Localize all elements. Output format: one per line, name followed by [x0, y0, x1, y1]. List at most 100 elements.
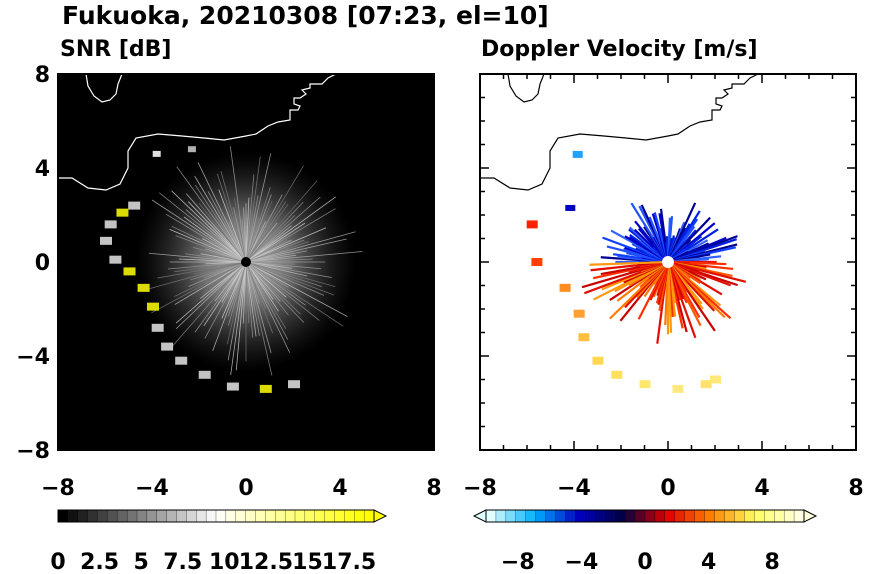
- doppler-colorbar-tick-label: 0: [637, 550, 652, 570]
- doppler-colorbar-segment: [754, 509, 765, 523]
- doppler-colorbar-segment: [555, 509, 567, 523]
- doppler-colorbar: −8 −4 0 4 8: [472, 509, 818, 574]
- snr-ray: [169, 228, 247, 263]
- snr-ray: [221, 261, 247, 319]
- snr-clutter-cell: [187, 146, 196, 153]
- snr-ray: [245, 239, 305, 263]
- snr-ray: [245, 261, 308, 277]
- snr-colorbar-max-arrow: [373, 509, 388, 523]
- doppler-x-tick-label: −4: [557, 476, 591, 501]
- snr-ray: [245, 261, 323, 288]
- snr-ray: [245, 261, 301, 315]
- snr-colorbar-segment: [215, 509, 227, 523]
- snr-ray: [245, 156, 261, 263]
- coastline-path: [507, 74, 545, 103]
- doppler-colorbar-segment: [624, 509, 636, 523]
- snr-ray: [157, 261, 247, 279]
- doppler-clutter-cell: [592, 356, 604, 365]
- doppler-clutter-cell: [565, 204, 576, 211]
- snr-x-tick-label: 8: [426, 476, 441, 501]
- doppler-colorbar-segment: [515, 509, 527, 523]
- snr-ray: [174, 261, 247, 305]
- snr-colorbar-segment: [97, 509, 109, 523]
- doppler-colorbar-segment: [565, 509, 577, 523]
- snr-colorbar-segment: [57, 509, 69, 523]
- snr-ray: [245, 261, 289, 340]
- snr-ray: [245, 197, 250, 263]
- snr-ray: [245, 194, 283, 263]
- snr-ray: [245, 250, 308, 263]
- doppler-panel: Doppler Velocity [m/s] −8 −4 0 4 8 −8 −4 0 4 8: [463, 37, 864, 574]
- snr-ray: [192, 247, 247, 263]
- snr-colorbar-segment: [304, 509, 316, 523]
- doppler-x-tick-label: 8: [848, 476, 863, 501]
- snr-x-tick-label: 4: [332, 476, 347, 501]
- doppler-clutter-cell: [672, 384, 684, 393]
- snr-colorbar-segment: [117, 509, 128, 523]
- snr-ray: [245, 261, 291, 353]
- snr-colorbar: 0 2.5 5 7.5 10 12.5 15 17.5: [50, 509, 388, 574]
- snr-colorbar-segment: [67, 509, 79, 523]
- snr-clutter-cell: [123, 267, 136, 276]
- snr-ray: [245, 261, 254, 338]
- snr-ray: [245, 186, 271, 263]
- snr-ray: [197, 162, 247, 263]
- snr-ray: [200, 261, 247, 299]
- snr-ray: [188, 261, 247, 287]
- doppler-colorbar-max-arrow: [803, 509, 818, 523]
- snr-colorbar-segment: [334, 509, 346, 523]
- snr-ray: [172, 261, 247, 347]
- snr-coastline: [58, 74, 337, 191]
- snr-radar-site-marker: [241, 257, 251, 267]
- snr-clutter-cell: [137, 283, 150, 292]
- doppler-panel-title: Doppler Velocity [m/s]: [481, 37, 758, 62]
- snr-ray: [245, 208, 336, 263]
- snr-colorbar-segment: [126, 509, 138, 523]
- snr-ray: [245, 261, 322, 270]
- doppler-colorbar-segment: [674, 509, 686, 523]
- snr-ray: [245, 165, 304, 263]
- snr-ray: [146, 261, 247, 290]
- snr-ray: [245, 195, 259, 263]
- doppler-radar-site-marker: [662, 256, 674, 268]
- snr-ray: [174, 261, 247, 297]
- doppler-clutter-cell: [526, 220, 538, 229]
- doppler-colorbar-segment: [704, 509, 716, 523]
- snr-colorbar-frame: [57, 509, 375, 523]
- snr-ray: [245, 261, 257, 337]
- snr-ray: [185, 193, 247, 263]
- doppler-x-tick-label: 0: [660, 476, 675, 501]
- snr-ray: [245, 222, 306, 263]
- doppler-colorbar-segment: [744, 509, 755, 523]
- doppler-colorbar-segment: [734, 509, 746, 523]
- snr-ray: [245, 261, 274, 334]
- doppler-colorbar-segment: [585, 509, 596, 523]
- snr-ray: [212, 261, 247, 351]
- snr-clutter-cell: [259, 384, 272, 393]
- snr-ray: [245, 261, 306, 306]
- snr-colorbar-tick-label: 12.5: [239, 550, 293, 570]
- figure-title: Fukuoka, 20210308 [07:23, el=10]: [62, 1, 549, 30]
- snr-ray: [245, 201, 287, 263]
- doppler-colorbar-segment: [764, 509, 775, 523]
- snr-colorbar-segment: [255, 509, 267, 523]
- snr-ray: [175, 261, 247, 324]
- snr-ray: [245, 261, 295, 286]
- snr-ray: [245, 261, 272, 354]
- doppler-colorbar-segment: [525, 509, 537, 523]
- snr-ray: [245, 174, 255, 263]
- snr-ray: [245, 261, 250, 324]
- snr-colorbar-tick-label: 15: [292, 550, 323, 570]
- snr-ray: [175, 235, 247, 263]
- snr-y-tick-label: 8: [35, 63, 50, 88]
- snr-ray: [245, 261, 279, 312]
- snr-ray: [245, 204, 289, 263]
- doppler-colorbar-segment: [634, 509, 646, 523]
- snr-x-tick-label: −4: [135, 476, 169, 501]
- snr-ray: [218, 189, 247, 263]
- snr-ray: [179, 258, 247, 263]
- snr-ray: [185, 209, 247, 263]
- doppler-colorbar-tick-label: 8: [765, 550, 780, 570]
- snr-colorbar-segment: [344, 509, 355, 523]
- snr-panel-title: SNR [dB]: [60, 37, 171, 62]
